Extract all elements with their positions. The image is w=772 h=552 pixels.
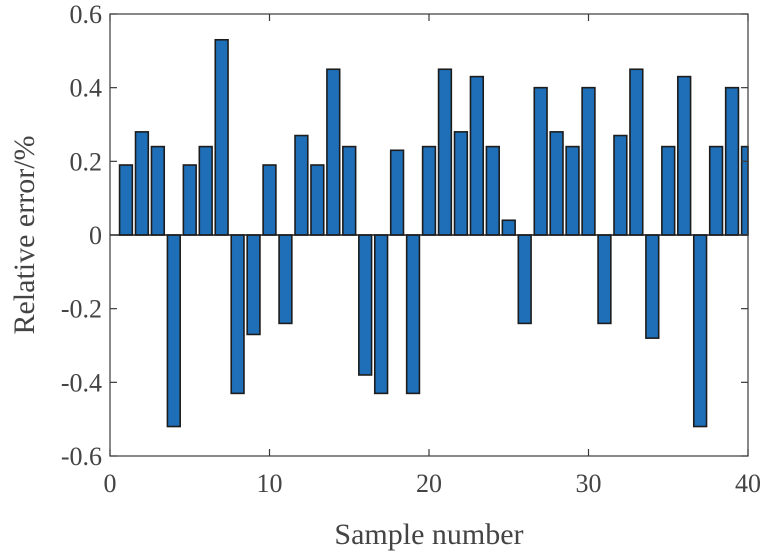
bar-sample-9 bbox=[246, 234, 261, 336]
bar-sample-31 bbox=[597, 234, 612, 325]
bar-sample-22 bbox=[453, 131, 469, 236]
bar-sample-27 bbox=[533, 86, 548, 236]
bar-sample-36 bbox=[677, 75, 692, 236]
bar-sample-30 bbox=[581, 86, 596, 236]
bar-sample-26 bbox=[517, 234, 532, 325]
x-tick-label: 30 bbox=[576, 469, 602, 498]
bar-sample-39 bbox=[724, 86, 740, 236]
bar-sample-8 bbox=[230, 234, 245, 395]
bar-sample-11 bbox=[278, 234, 293, 325]
bars-layer bbox=[118, 38, 749, 428]
y-tick-label: -0.4 bbox=[61, 368, 102, 397]
bar-sample-13 bbox=[310, 164, 325, 236]
bar-sample-33 bbox=[629, 68, 644, 236]
bar-sample-18 bbox=[389, 149, 405, 236]
bar-sample-20 bbox=[421, 145, 437, 236]
bar-sample-14 bbox=[326, 68, 341, 236]
bar-sample-5 bbox=[182, 164, 197, 236]
bar-sample-35 bbox=[661, 145, 676, 236]
x-tick-label: 40 bbox=[735, 469, 761, 498]
bar-sample-2 bbox=[134, 131, 150, 236]
bar-sample-24 bbox=[485, 145, 500, 236]
bar-sample-3 bbox=[150, 145, 166, 236]
y-tick-label: 0.6 bbox=[70, 0, 103, 29]
x-tick-label: 20 bbox=[416, 469, 442, 498]
bar-sample-15 bbox=[342, 145, 357, 236]
bar-sample-25 bbox=[501, 219, 516, 236]
bar-sample-1 bbox=[118, 164, 134, 236]
bar-sample-6 bbox=[198, 145, 213, 236]
y-tick-label: 0 bbox=[89, 221, 102, 250]
bar-sample-40 bbox=[740, 145, 749, 236]
bar-sample-7 bbox=[214, 38, 229, 236]
bar-sample-38 bbox=[708, 145, 724, 236]
bar-sample-16 bbox=[358, 234, 373, 376]
bar-sample-37 bbox=[692, 234, 708, 428]
bar-sample-17 bbox=[373, 234, 389, 395]
tick-labels-layer: 0 10 20 30 40 0.6 0.4 0.2 0 -0.2 -0.4 -0.6 bbox=[61, 0, 761, 498]
bar-sample-28 bbox=[549, 131, 564, 236]
bar-sample-19 bbox=[405, 234, 421, 395]
bar-sample-10 bbox=[262, 164, 277, 236]
bar-sample-4 bbox=[166, 234, 181, 428]
y-tick-label: 0.4 bbox=[70, 74, 103, 103]
y-axis-title: Relative error/% bbox=[8, 135, 41, 334]
bar-sample-23 bbox=[469, 75, 485, 236]
x-axis-title: Sample number bbox=[334, 518, 523, 551]
bar-sample-21 bbox=[437, 68, 453, 236]
ticks-layer bbox=[109, 13, 749, 457]
x-tick-label: 0 bbox=[104, 469, 117, 498]
bar-sample-34 bbox=[645, 234, 660, 339]
y-tick-label: 0.2 bbox=[70, 147, 103, 176]
y-tick-label: -0.6 bbox=[61, 442, 102, 471]
bar-sample-32 bbox=[613, 134, 628, 236]
bar-sample-12 bbox=[294, 134, 309, 236]
bar-sample-29 bbox=[565, 145, 580, 236]
y-tick-label: -0.2 bbox=[61, 295, 102, 324]
x-tick-label: 10 bbox=[257, 469, 283, 498]
